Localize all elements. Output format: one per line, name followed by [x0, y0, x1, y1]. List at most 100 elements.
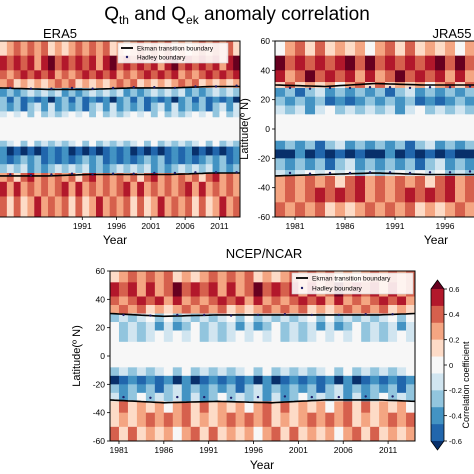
ekman-boundary-north	[110, 312, 415, 318]
heatmap-cell	[226, 426, 236, 441]
heatmap-cell	[280, 412, 290, 428]
heatmap-cell	[406, 375, 415, 385]
heatmap-cell	[54, 164, 63, 174]
colorbar-segment	[431, 339, 444, 357]
heatmap-cell	[20, 96, 28, 103]
heatmap-cell	[54, 111, 63, 118]
heatmap-cell	[208, 296, 219, 306]
heatmap-cell	[118, 412, 129, 428]
heatmap-cell	[89, 79, 97, 89]
heatmap-cell	[289, 392, 299, 402]
heatmap-cell	[244, 322, 254, 331]
colorbar-ticks: -0.6 -0.4 -0.2 0 0.2 0.4 0.6	[444, 285, 462, 446]
heatmap-cell	[68, 102, 76, 112]
heatmap-cell	[89, 70, 97, 80]
heatmap-cell	[123, 96, 131, 103]
heatmap-cell	[298, 313, 308, 323]
heatmap-cell	[41, 96, 49, 103]
heatmap-cell	[365, 114, 376, 142]
heatmap-cell	[334, 313, 344, 323]
heatmap-cell	[136, 367, 147, 377]
heatmap-cell	[150, 196, 159, 217]
heatmap-cell	[82, 87, 90, 98]
heatmap-cell	[163, 313, 174, 323]
x-tick-label: 1991	[73, 221, 92, 231]
heatmap-cell	[388, 426, 398, 441]
heatmap-cell	[307, 375, 317, 385]
heatmap-cell	[395, 70, 406, 83]
heatmap-cell	[379, 412, 389, 428]
heatmap-cell	[325, 202, 336, 217]
jra55-x-ticks: 1981 1986 1991 1996	[286, 217, 455, 231]
heatmap-cell	[27, 155, 35, 165]
heatmap-cell	[41, 87, 49, 98]
heatmap-cell	[208, 426, 219, 441]
heatmap-cell	[244, 296, 254, 306]
heatmap-cell	[226, 155, 234, 165]
heatmap-cell	[198, 181, 207, 197]
heatmap-cell	[253, 341, 263, 368]
ncep-y-ticks: -60 -40 -20 0 20 40 60	[93, 266, 110, 446]
figure-title: Qth and Qek anomaly correlation	[104, 4, 370, 27]
heatmap-cell	[397, 313, 407, 323]
heatmap-cell	[109, 96, 117, 103]
heatmap-cell	[335, 202, 346, 217]
heatmap-cell	[370, 313, 380, 323]
heatmap-cell	[68, 87, 76, 98]
colorbar-segment	[431, 407, 444, 425]
heatmap-cell	[27, 87, 35, 98]
heatmap-cell	[190, 341, 201, 368]
heatmap-cell	[130, 146, 138, 156]
heatmap-cell	[102, 140, 111, 147]
heatmap-cell	[271, 305, 281, 314]
heatmap-cell	[355, 96, 366, 106]
heatmap-cell	[244, 426, 254, 441]
heatmap-cell	[316, 367, 326, 377]
heatmap-cell	[102, 173, 111, 183]
heatmap-cell	[298, 305, 308, 314]
heatmap-cell	[0, 55, 8, 71]
heatmap-cell	[244, 282, 254, 297]
colorbar-tick-label: -0.4	[449, 411, 462, 420]
heatmap-cell	[233, 164, 240, 174]
heatmap-cell	[137, 140, 145, 147]
heatmap-cell	[199, 384, 210, 394]
heatmap-cell	[345, 105, 356, 115]
heatmap-cell	[343, 401, 353, 414]
heatmap-cell	[285, 149, 296, 159]
heatmap-cell	[295, 140, 306, 150]
heatmap-cell	[365, 82, 376, 89]
heatmap-cell	[192, 140, 200, 147]
heatmap-cell	[345, 158, 356, 171]
heatmap-cell	[435, 175, 446, 189]
heatmap-cell	[361, 322, 371, 331]
heatmap-cell	[13, 164, 21, 174]
heatmap-cell	[285, 55, 296, 71]
heatmap-cell	[34, 196, 42, 217]
heatmap-cell	[75, 111, 83, 118]
heatmap-cell	[0, 70, 8, 80]
heatmap-cell	[127, 313, 138, 323]
hadley-point-south	[388, 171, 392, 174]
heatmap-cell	[20, 102, 28, 112]
heatmap-cell	[0, 181, 8, 197]
heatmap-cell	[96, 41, 104, 57]
era5-legend-ekman-label: Ekman transition boundary	[137, 46, 214, 53]
heatmap-cell	[208, 384, 219, 394]
heatmap-cell	[75, 196, 83, 217]
heatmap-cell	[123, 146, 131, 156]
heatmap-cell	[235, 426, 245, 441]
heatmap-cell	[157, 146, 165, 156]
heatmap-cell	[136, 384, 147, 394]
heatmap-cell	[172, 322, 183, 331]
heatmap-cell	[27, 146, 35, 156]
heatmap-cell	[192, 79, 200, 89]
x-tick-label: 2006	[176, 221, 195, 231]
heatmap-cell	[144, 140, 152, 147]
heatmap-cell	[0, 111, 8, 118]
heatmap-cell	[192, 196, 200, 217]
y-tick-label: -40	[93, 408, 106, 418]
heatmap-cell	[205, 140, 213, 147]
heatmap-cell	[271, 296, 281, 306]
heatmap-cell	[178, 164, 186, 174]
